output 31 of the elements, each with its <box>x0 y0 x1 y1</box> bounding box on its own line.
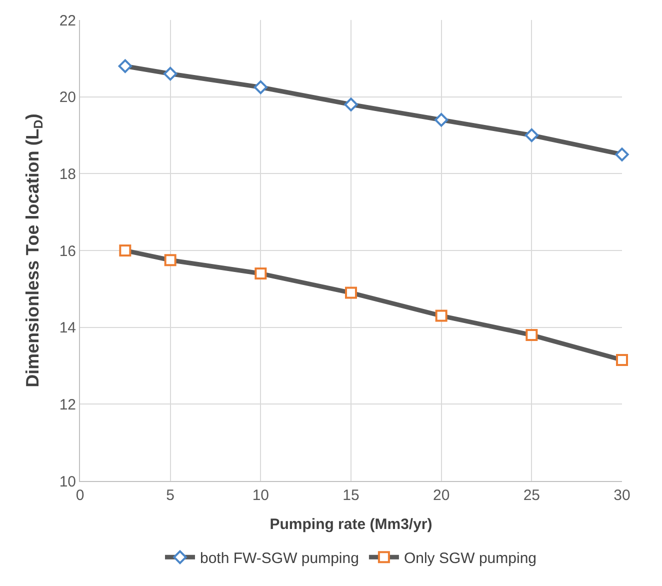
point <box>164 254 176 266</box>
point <box>524 128 539 142</box>
point <box>526 329 538 342</box>
legend-label: Only SGW pumping <box>404 550 536 568</box>
x-tick-label: 30 <box>614 487 630 504</box>
point <box>254 268 267 280</box>
y-tick-label: 12 <box>59 396 76 414</box>
point <box>118 59 132 73</box>
x-tick-label: 10 <box>252 487 270 504</box>
point <box>344 98 358 112</box>
x-tick-label: 5 <box>166 487 174 504</box>
y-tick-label: 16 <box>59 242 76 260</box>
y-tick-label: 22 <box>59 12 76 30</box>
x-tick-label: 0 <box>76 487 84 504</box>
point <box>616 354 628 366</box>
y-tick-label: 10 <box>59 473 76 490</box>
y-tick-label: 14 <box>59 320 76 337</box>
legend-label: both FW-SGW pumping <box>200 550 359 568</box>
x-tick-label: 20 <box>432 487 450 504</box>
x-axis-title: Pumping rate (Mm3/yr) <box>270 516 432 533</box>
y-tick-label: 20 <box>59 89 76 106</box>
x-tick-label: 15 <box>342 487 360 504</box>
point <box>119 244 132 256</box>
point <box>615 148 629 162</box>
point <box>434 113 448 127</box>
point <box>435 310 448 322</box>
point <box>345 286 357 299</box>
point <box>163 66 178 81</box>
point <box>254 80 268 94</box>
x-tick-label: 25 <box>523 487 540 504</box>
y-tick-label: 18 <box>59 166 76 183</box>
